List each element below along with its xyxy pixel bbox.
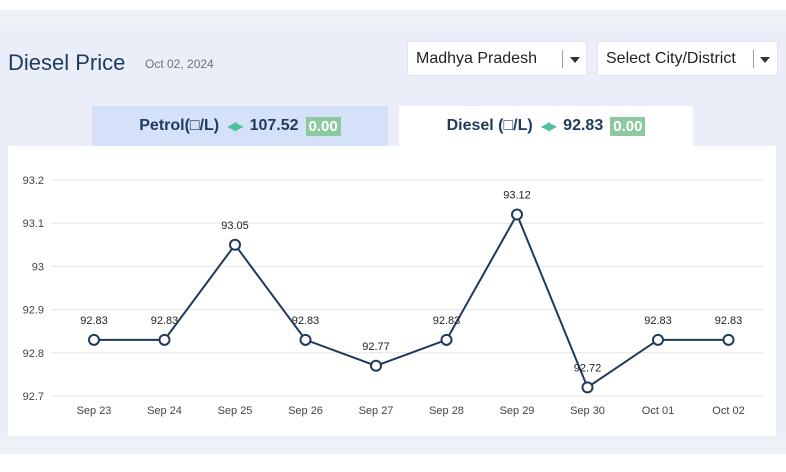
city-select-separator [753,50,754,68]
x-tick-label: Oct 02 [712,405,744,417]
x-tick-label: Sep 27 [359,405,394,417]
x-tick-label: Sep 24 [147,405,182,417]
data-label: 92.83 [644,315,672,327]
state-select-value: Madhya Pradesh [416,50,537,67]
x-tick-label: Sep 26 [288,405,323,417]
page-title: Diesel Price [8,50,126,75]
y-tick-label: 93.1 [23,218,44,230]
y-tick-label: 92.8 [23,348,44,360]
data-label: 92.77 [362,341,390,353]
price-line-chart: 92.7 92.8 92.9 93 93.1 93.2 Sep 23 Sep 24 Sep 25… [23,175,763,417]
city-select-value: Select City/District [606,50,736,67]
data-point [581,381,594,394]
x-tick-label: Sep 30 [570,405,605,417]
data-point [722,333,735,346]
data-point [229,238,241,251]
tab-petrol-label: Petrol(□/L) [139,117,220,134]
data-label: 92.83 [80,315,108,327]
data-label: 93.12 [503,190,531,202]
data-point [299,333,312,346]
y-tick-label: 93 [32,261,44,273]
top-strip [0,0,786,10]
chevron-down-icon[interactable] [570,57,580,63]
y-tick-label: 92.9 [23,305,44,317]
x-tick-label: Sep 28 [429,405,464,417]
data-point [511,208,523,221]
data-label: 92.83 [715,315,743,327]
chart-panel: 92.7 92.8 92.9 93 93.1 93.2 Sep 23 Sep 24 Sep 25… [8,146,776,436]
data-label: 92.72 [574,362,602,374]
data-point [440,333,453,346]
x-tick-label: Oct 01 [642,405,674,417]
tab-diesel-change-badge: 0.00 [610,116,646,136]
tab-diesel-price: 92.83 [563,117,604,134]
city-select[interactable]: Select City/District [597,41,778,76]
y-tick-label: 92.7 [23,391,44,403]
tab-petrol-change-badge: 0.00 [305,116,341,136]
data-point [652,333,664,346]
tab-petrol[interactable]: Petrol(□/L) ◀▶ 107.52 0.00 [92,106,388,146]
state-select[interactable]: Madhya Pradesh [407,41,587,76]
left-right-arrows-icon: ◀▶ [540,119,558,133]
x-tick-label: Sep 23 [77,405,112,417]
tab-petrol-price: 107.52 [249,117,299,134]
data-point [370,359,382,372]
data-label: 92.83 [433,315,461,327]
left-right-arrows-icon: ◀▶ [227,119,244,133]
data-label: 92.83 [292,315,320,327]
x-tick-label: Sep 25 [218,405,253,417]
price-date: Oct 02, 2024 [145,57,214,71]
x-tick-label: Sep 29 [500,405,535,417]
data-label: 93.05 [221,220,249,232]
bottom-strip [0,454,786,472]
tab-diesel-label: Diesel (□/L) [446,117,533,134]
y-tick-label: 93.2 [23,175,44,187]
data-point [158,333,171,346]
data-point [88,333,100,346]
chevron-down-icon[interactable] [760,57,770,63]
state-select-separator [562,50,563,68]
data-label: 92.83 [151,315,179,327]
series-line [94,212,729,389]
tab-diesel[interactable]: Diesel (□/L) ◀▶ 92.83 0.00 [399,106,693,146]
